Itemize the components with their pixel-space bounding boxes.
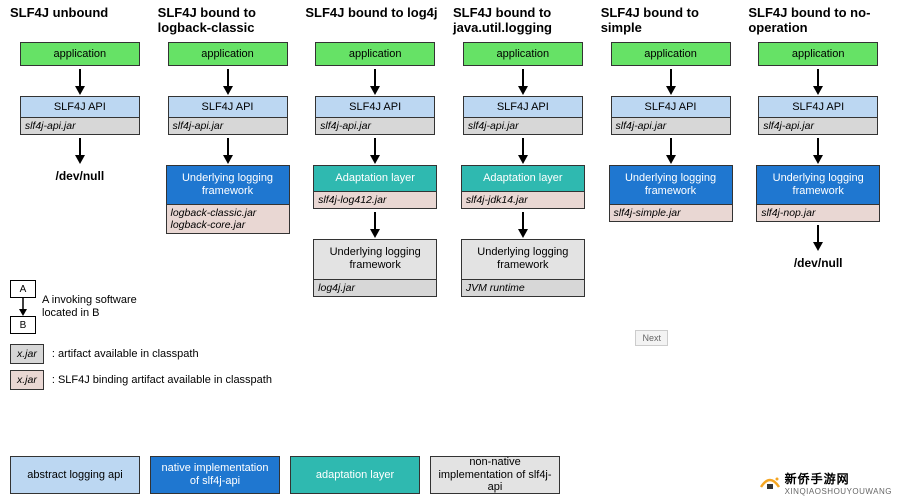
api-label: SLF4J API [612, 101, 730, 117]
arrow-down-icon [516, 135, 530, 165]
adaptation-layer-box: Adaptation layerslf4j-jdk14.jar [461, 165, 585, 209]
framework-label: Underlying logging framework [610, 172, 732, 204]
column-title: SLF4J bound to logback-classic [158, 6, 298, 36]
application-box: application [20, 42, 140, 66]
legend-area: A B A invoking software located in B x.j… [10, 280, 310, 396]
arrow-down-icon [73, 66, 87, 96]
application-box: application [758, 42, 878, 66]
arrow-down-icon [664, 66, 678, 96]
api-label: SLF4J API [21, 101, 139, 117]
adaptation-jar: slf4j-jdk14.jar [462, 191, 584, 208]
framework-box: Underlying logging frameworkJVM runtime [461, 239, 585, 296]
diagram-columns: SLF4J unboundapplicationSLF4J APIslf4j-a… [0, 0, 898, 297]
column-1: SLF4J bound to logback-classic applicatio… [158, 6, 298, 297]
arrow-down-icon [368, 209, 382, 239]
framework-label: Underlying logging framework [757, 172, 879, 204]
legend-swatch: native implementation of slf4j-api [150, 456, 280, 494]
slf4j-api-box: SLF4J APIslf4j-api.jar [315, 96, 435, 135]
legend-arrow [17, 298, 29, 316]
application-box: application [315, 42, 435, 66]
api-jar: slf4j-api.jar [21, 117, 139, 134]
column-4: SLF4J bound to simple application SLF4J AP… [601, 6, 741, 297]
framework-box: Underlying logging frameworkslf4j-simple… [609, 165, 733, 222]
devnull-terminal: /dev/null [55, 169, 104, 183]
slf4j-api-box: SLF4J APIslf4j-api.jar [611, 96, 731, 135]
arrow-down-icon [221, 135, 235, 165]
arrow-down-icon [811, 222, 825, 252]
legend-invocation-text: A invoking software located in B [42, 294, 152, 320]
column-2: SLF4J bound to log4j application SLF4J API… [305, 6, 445, 297]
legend-chip-pink: x.jar [10, 370, 44, 390]
arrow-down-icon [73, 135, 87, 165]
framework-box: Underlying logging frameworklogback-clas… [166, 165, 290, 234]
framework-box: Underlying logging frameworklog4j.jar [313, 239, 437, 296]
api-jar: slf4j-api.jar [316, 117, 434, 134]
framework-jar: slf4j-simple.jar [610, 204, 732, 221]
column-0: SLF4J unbound application SLF4J APIslf4j-a… [10, 6, 150, 297]
arrow-down-icon [664, 135, 678, 165]
legend-jar-pink-text: : SLF4J binding artifact available in cl… [52, 374, 272, 386]
legend-invocation: A B A invoking software located in B [10, 280, 310, 334]
legend-jar-gray: x.jar : artifact available in classpath [10, 344, 310, 364]
legend-box-a: A [10, 280, 36, 298]
column-title: SLF4J unbound [10, 6, 108, 36]
column-title: SLF4J bound to simple [601, 6, 741, 36]
legend-swatch: non-native implementation of slf4j-api [430, 456, 560, 494]
legend-swatch: adaptation layer [290, 456, 420, 494]
adaptation-label: Adaptation layer [462, 172, 584, 191]
slf4j-api-box: SLF4J APIslf4j-api.jar [758, 96, 878, 135]
api-label: SLF4J API [464, 101, 582, 117]
legend-swatch: abstract logging api [10, 456, 140, 494]
watermark-text: 新侨手游网 [785, 470, 892, 487]
adaptation-label: Adaptation layer [314, 172, 436, 191]
watermark: 新侨手游网 XINQIAOSHOUYOUWANG [759, 470, 892, 496]
watermark-logo-icon [759, 475, 781, 491]
api-jar: slf4j-api.jar [612, 117, 730, 134]
framework-jar: slf4j-nop.jar [757, 204, 879, 221]
application-box: application [611, 42, 731, 66]
application-box: application [168, 42, 288, 66]
framework-jar: JVM runtime [462, 279, 584, 296]
framework-jar: logback-classic.jar logback-core.jar [167, 204, 289, 233]
arrow-down-icon [516, 66, 530, 96]
slf4j-api-box: SLF4J APIslf4j-api.jar [20, 96, 140, 135]
devnull-terminal: /dev/null [794, 256, 843, 270]
column-5: SLF4J bound to no-operation application SL… [748, 6, 888, 297]
arrow-down-icon [811, 135, 825, 165]
arrow-down-icon [368, 135, 382, 165]
column-title: SLF4J bound to log4j [305, 6, 437, 36]
legend-jar-pink: x.jar : SLF4J binding artifact available… [10, 370, 310, 390]
slf4j-api-box: SLF4J APIslf4j-api.jar [463, 96, 583, 135]
slf4j-api-box: SLF4J APIslf4j-api.jar [168, 96, 288, 135]
adaptation-jar: slf4j-log412.jar [314, 191, 436, 208]
watermark-url: XINQIAOSHOUYOUWANG [785, 487, 892, 496]
framework-label: Underlying logging framework [314, 246, 436, 278]
api-jar: slf4j-api.jar [169, 117, 287, 134]
next-button[interactable]: Next [635, 330, 668, 346]
column-title: SLF4J bound to java.util.logging [453, 6, 593, 36]
framework-box: Underlying logging frameworkslf4j-nop.ja… [756, 165, 880, 222]
arrow-down-icon [368, 66, 382, 96]
legend-box-b: B [10, 316, 36, 334]
api-jar: slf4j-api.jar [759, 117, 877, 134]
framework-label: Underlying logging framework [462, 246, 584, 278]
arrow-down-icon [516, 209, 530, 239]
framework-jar: log4j.jar [314, 279, 436, 296]
arrow-down-icon [221, 66, 235, 96]
api-jar: slf4j-api.jar [464, 117, 582, 134]
column-title: SLF4J bound to no-operation [748, 6, 888, 36]
color-legend: abstract logging api native implementatio… [10, 456, 560, 494]
framework-label: Underlying logging framework [167, 172, 289, 204]
api-label: SLF4J API [759, 101, 877, 117]
application-box: application [463, 42, 583, 66]
arrow-down-icon [811, 66, 825, 96]
adaptation-layer-box: Adaptation layerslf4j-log412.jar [313, 165, 437, 209]
column-3: SLF4J bound to java.util.logging applicat… [453, 6, 593, 297]
legend-jar-gray-text: : artifact available in classpath [52, 348, 199, 360]
api-label: SLF4J API [169, 101, 287, 117]
api-label: SLF4J API [316, 101, 434, 117]
legend-chip-gray: x.jar [10, 344, 44, 364]
